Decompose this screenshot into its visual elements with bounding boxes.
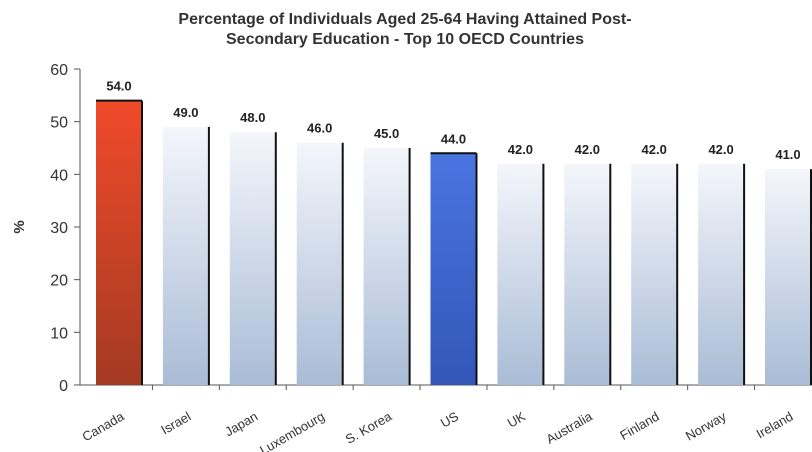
data-label: 46.0 — [307, 121, 332, 136]
data-label: 41.0 — [775, 147, 800, 162]
data-label: 42.0 — [575, 142, 600, 157]
data-label: 49.0 — [173, 105, 198, 120]
y-tick-label: 50 — [50, 115, 68, 132]
bar-finland — [631, 163, 678, 385]
bar-japan — [229, 132, 276, 385]
x-tick-label: Israel — [158, 409, 193, 438]
y-tick-label: 10 — [50, 325, 68, 342]
y-tick-label: 0 — [59, 378, 68, 395]
x-tick-label: Japan — [222, 409, 260, 440]
bar-luxembourg — [296, 142, 343, 385]
data-label: 54.0 — [106, 79, 131, 94]
bar-s-korea — [363, 148, 410, 385]
y-tick-label: 60 — [50, 62, 68, 79]
x-tick-label: Luxembourg — [257, 409, 327, 452]
bar-canada — [96, 100, 142, 385]
bar-norway — [698, 163, 745, 385]
data-label: 42.0 — [708, 142, 733, 157]
y-tick-label: 20 — [50, 273, 68, 290]
bar-israel — [162, 126, 209, 385]
x-tick-label: Canada — [80, 408, 128, 444]
x-tick-label: US — [438, 408, 461, 430]
chart-title-line-2: Secondary Education - Top 10 OECD Countr… — [226, 31, 584, 48]
x-tick-label: Ireland — [754, 409, 796, 442]
x-tick-label: UK — [505, 408, 528, 430]
x-tick-label: S. Korea — [343, 408, 395, 447]
data-label: 42.0 — [642, 142, 667, 157]
y-axis-title: % — [11, 220, 28, 233]
chart-title: Percentage of Individuals Aged 25-64 Hav… — [90, 10, 720, 50]
chart-title-line-1: Percentage of Individuals Aged 25-64 Hav… — [178, 11, 632, 28]
x-tick-label: Australia — [543, 408, 595, 447]
bars — [96, 99, 812, 385]
bar-us — [430, 153, 477, 385]
y-tick-label: 40 — [50, 167, 68, 184]
data-label: 44.0 — [441, 131, 466, 146]
bar-australia — [564, 163, 611, 385]
bar-ireland — [765, 169, 811, 385]
x-tick-label: Norway — [683, 408, 729, 443]
x-tick-label: Finland — [617, 409, 661, 443]
data-label: 42.0 — [508, 142, 533, 157]
y-tick-label: 30 — [50, 220, 68, 237]
data-label: 45.0 — [374, 126, 399, 141]
bar-uk — [497, 163, 544, 385]
data-label: 48.0 — [240, 110, 265, 125]
